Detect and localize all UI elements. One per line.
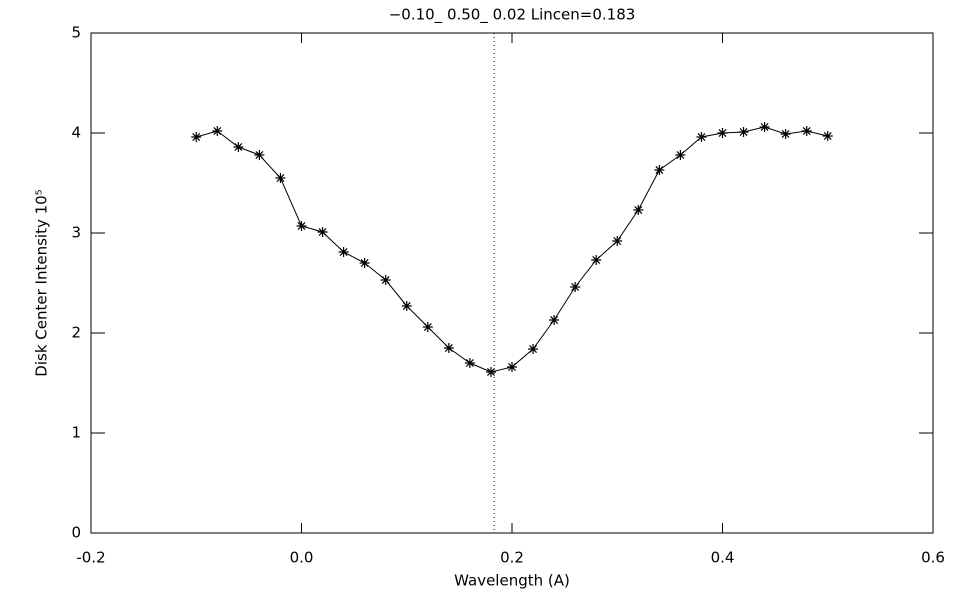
y-tick-label: 0 <box>71 524 81 542</box>
y-tick-label: 4 <box>71 124 81 142</box>
data-point <box>591 255 602 265</box>
y-tick-label: 3 <box>71 224 81 242</box>
chart-title: −0.10_ 0.50_ 0.02 Lincen=0.183 <box>389 6 636 25</box>
data-point <box>212 126 223 136</box>
series-line <box>196 126 828 373</box>
data-point <box>759 122 770 132</box>
data-point <box>359 258 370 268</box>
x-axis-title: Wavelength (A) <box>454 572 570 590</box>
x-tick-label: -0.2 <box>76 549 105 567</box>
data-point <box>191 132 202 142</box>
x-tick-label: 0.4 <box>711 549 735 567</box>
data-point <box>801 126 812 136</box>
data-point <box>717 128 728 138</box>
data-point <box>380 275 391 285</box>
data-point <box>612 236 623 246</box>
data-point <box>696 132 707 142</box>
plot-frame <box>90 32 934 534</box>
data-point <box>633 205 644 215</box>
y-tick-label: 1 <box>71 424 81 442</box>
data-point <box>654 165 665 175</box>
y-tick-label: 5 <box>71 24 81 42</box>
data-point <box>254 150 265 160</box>
data-point <box>317 227 328 237</box>
data-point <box>549 315 560 325</box>
data-point <box>296 221 307 231</box>
data-point <box>822 131 833 141</box>
y-tick-label: 2 <box>71 324 81 342</box>
data-point <box>780 129 791 139</box>
x-tick-label: 0.6 <box>921 549 945 567</box>
data-point <box>275 173 286 183</box>
data-point <box>507 362 517 372</box>
data-point <box>233 142 244 152</box>
data-point <box>675 150 686 160</box>
data-point <box>464 358 475 368</box>
x-tick-label: 0.2 <box>500 549 524 567</box>
data-point <box>422 322 433 332</box>
y-axis-title: Disk Center Intensity 10⁵ <box>33 189 51 376</box>
data-point <box>485 367 496 377</box>
x-tick-label: 0.0 <box>290 549 314 567</box>
data-point <box>443 343 454 353</box>
data-point <box>738 127 749 137</box>
data-point <box>528 344 539 354</box>
data-point <box>570 282 581 292</box>
data-point <box>401 301 412 311</box>
data-point <box>338 247 349 257</box>
